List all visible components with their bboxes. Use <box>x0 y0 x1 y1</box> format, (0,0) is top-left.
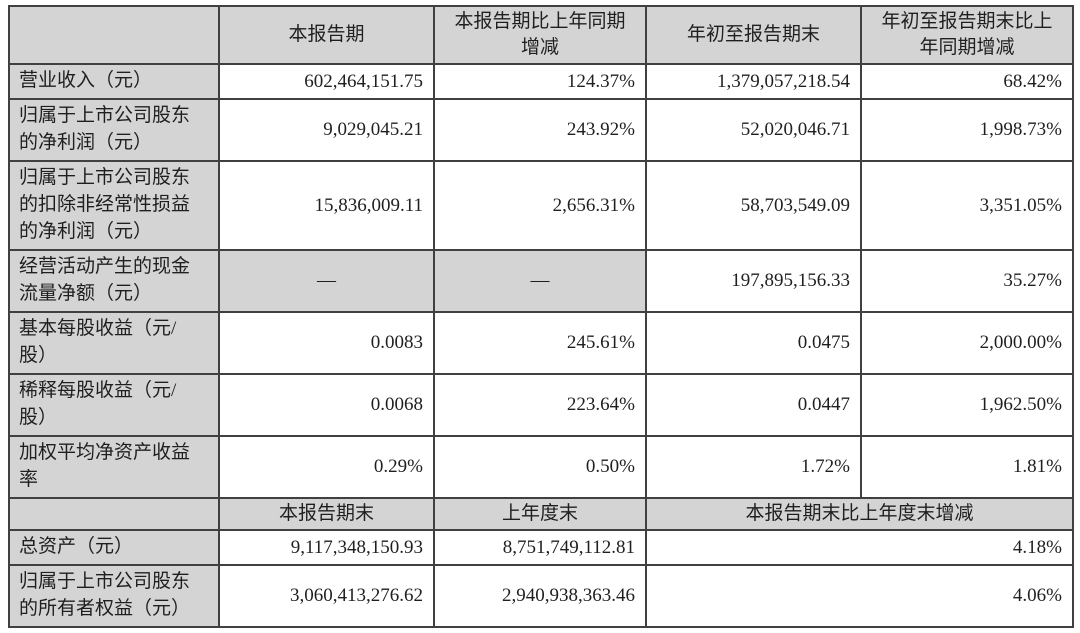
diluted-eps-ytd-yoy: 1,962.50% <box>860 373 1074 438</box>
diluted-eps-ytd: 0.0447 <box>645 373 862 438</box>
table-row-total-assets: 总资产（元） 9,117,348,150.93 8,751,749,112.81… <box>8 529 1074 567</box>
basic-eps-ytd-yoy: 2,000.00% <box>860 311 1074 376</box>
revenue-current: 602,464,151.75 <box>218 63 435 101</box>
row-label: 加权平均净资产收益率 <box>8 435 220 499</box>
cash-flow-current-yoy-dash: — <box>433 249 647 314</box>
basic-eps-ytd: 0.0475 <box>645 311 862 376</box>
header-period-end: 本报告期末 <box>218 496 435 532</box>
financial-summary-table: 本报告期 本报告期比上年同期增减 年初至报告期末 年初至报告期末比上年同期增减 … <box>8 4 1074 629</box>
table-row-deducted-net-profit: 归属于上市公司股东的扣除非经常性损益的净利润（元） 15,836,009.11 … <box>8 160 1074 252</box>
roe-current: 0.29% <box>218 435 435 499</box>
table-row-diluted-eps: 稀释每股收益（元/股） 0.0068 223.64% 0.0447 1,962.… <box>8 373 1074 438</box>
net-profit-current: 9,029,045.21 <box>218 98 435 163</box>
row-label: 基本每股收益（元/股） <box>8 311 220 376</box>
owners-equity-prev-year-end: 2,940,938,363.46 <box>433 564 647 629</box>
cash-flow-ytd-yoy: 35.27% <box>860 249 1074 314</box>
net-profit-ytd: 52,020,046.71 <box>645 98 862 163</box>
header-period-end-change: 本报告期末比上年度末增减 <box>645 496 1074 532</box>
row-label: 营业收入（元） <box>8 63 220 101</box>
roe-ytd-yoy: 1.81% <box>860 435 1074 499</box>
table-row-revenue: 营业收入（元） 602,464,151.75 124.37% 1,379,057… <box>8 63 1074 101</box>
header2-empty-cell <box>8 496 220 532</box>
deducted-net-profit-ytd: 58,703,549.09 <box>645 160 862 252</box>
table-row-basic-eps: 基本每股收益（元/股） 0.0083 245.61% 0.0475 2,000.… <box>8 311 1074 376</box>
net-profit-ytd-yoy: 1,998.73% <box>860 98 1074 163</box>
revenue-current-yoy: 124.37% <box>433 63 647 101</box>
owners-equity-period-end: 3,060,413,276.62 <box>218 564 435 629</box>
total-assets-prev-year-end: 8,751,749,112.81 <box>433 529 647 567</box>
header-empty-cell <box>8 4 220 66</box>
basic-eps-current: 0.0083 <box>218 311 435 376</box>
section2-header-row: 本报告期末 上年度末 本报告期末比上年度末增减 <box>8 496 1074 532</box>
deducted-net-profit-ytd-yoy: 3,351.05% <box>860 160 1074 252</box>
row-label: 归属于上市公司股东的净利润（元） <box>8 98 220 163</box>
owners-equity-change: 4.06% <box>645 564 1074 629</box>
row-label: 归属于上市公司股东的所有者权益（元） <box>8 564 220 629</box>
table-row-operating-cash-flow: 经营活动产生的现金流量净额（元） — — 197,895,156.33 35.2… <box>8 249 1074 314</box>
cash-flow-current-dash: — <box>218 249 435 314</box>
table-row-weighted-avg-roe: 加权平均净资产收益率 0.29% 0.50% 1.72% 1.81% <box>8 435 1074 499</box>
header-ytd: 年初至报告期末 <box>645 4 862 66</box>
revenue-ytd: 1,379,057,218.54 <box>645 63 862 101</box>
basic-eps-current-yoy: 245.61% <box>433 311 647 376</box>
revenue-ytd-yoy: 68.42% <box>860 63 1074 101</box>
deducted-net-profit-current-yoy: 2,656.31% <box>433 160 647 252</box>
section1-header-row: 本报告期 本报告期比上年同期增减 年初至报告期末 年初至报告期末比上年同期增减 <box>8 4 1074 66</box>
roe-current-yoy: 0.50% <box>433 435 647 499</box>
header-prev-year-end: 上年度末 <box>433 496 647 532</box>
cash-flow-ytd: 197,895,156.33 <box>645 249 862 314</box>
table-row-net-profit: 归属于上市公司股东的净利润（元） 9,029,045.21 243.92% 52… <box>8 98 1074 163</box>
total-assets-period-end: 9,117,348,150.93 <box>218 529 435 567</box>
table-row-owners-equity: 归属于上市公司股东的所有者权益（元） 3,060,413,276.62 2,94… <box>8 564 1074 629</box>
row-label: 经营活动产生的现金流量净额（元） <box>8 249 220 314</box>
diluted-eps-current: 0.0068 <box>218 373 435 438</box>
roe-ytd: 1.72% <box>645 435 862 499</box>
diluted-eps-current-yoy: 223.64% <box>433 373 647 438</box>
row-label: 稀释每股收益（元/股） <box>8 373 220 438</box>
row-label: 归属于上市公司股东的扣除非经常性损益的净利润（元） <box>8 160 220 252</box>
net-profit-current-yoy: 243.92% <box>433 98 647 163</box>
header-ytd-yoy: 年初至报告期末比上年同期增减 <box>860 4 1074 66</box>
header-current-period: 本报告期 <box>218 4 435 66</box>
total-assets-change: 4.18% <box>645 529 1074 567</box>
header-current-period-yoy: 本报告期比上年同期增减 <box>433 4 647 66</box>
row-label: 总资产（元） <box>8 529 220 567</box>
deducted-net-profit-current: 15,836,009.11 <box>218 160 435 252</box>
